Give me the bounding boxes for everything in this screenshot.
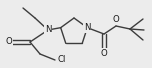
Text: O: O xyxy=(5,37,12,47)
Text: Cl: Cl xyxy=(58,55,66,65)
Text: O: O xyxy=(113,15,119,24)
Text: O: O xyxy=(101,49,107,58)
Text: N: N xyxy=(84,23,91,32)
Text: N: N xyxy=(45,26,51,34)
